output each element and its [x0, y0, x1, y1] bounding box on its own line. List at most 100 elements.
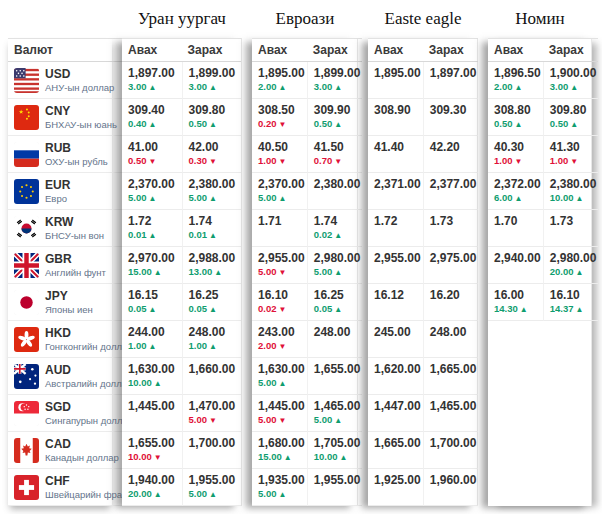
buy-rate-cell-jpy: 16.12 — [368, 284, 423, 321]
currency-name: Австралийн доллар — [45, 378, 132, 390]
rate-change-value: 5.00 — [258, 414, 277, 425]
currency-row-rub: RUBОХУ-ын рубль — [8, 136, 133, 173]
arrow-up-icon: ▲ — [334, 120, 342, 129]
rate-change-up: 0.01▲ — [128, 229, 180, 240]
rate-change-value: 5.00 — [258, 488, 277, 499]
rate-value: 1,665.00 — [430, 362, 477, 376]
buy-rate-cell-rub: 40.501.00▼ — [252, 136, 307, 173]
currency-code: CHF — [45, 474, 132, 489]
sell-rate-cell-sgd — [543, 395, 599, 432]
rate-change-up: 0.40▲ — [128, 118, 180, 129]
rate-change-value: 5.00 — [258, 266, 277, 277]
sell-rate-cell-cny: 309.30 — [423, 99, 479, 136]
sell-rate-cell-usd: 1,900.003.00▲ — [543, 62, 599, 99]
eu-flag-icon — [14, 179, 39, 204]
rate-value: 41.50 — [314, 140, 361, 154]
currency-code: SGD — [45, 400, 133, 415]
rate-change-up: 5.00▲ — [128, 192, 180, 203]
buy-column-header: Авах — [488, 38, 543, 62]
sell-rate-cell-cny: 309.800.50▲ — [182, 99, 242, 136]
arrow-up-icon: ▲ — [149, 342, 157, 351]
sell-rate-cell-chf — [543, 469, 599, 506]
rate-change-value: 0.50 — [128, 155, 147, 166]
rate-change-up: 5.00▲ — [258, 377, 305, 388]
arrow-down-icon: ▼ — [149, 157, 157, 166]
buy-rate-cell-rub: 41.000.50▼ — [122, 136, 182, 173]
sell-column-header: Зарах — [307, 38, 363, 62]
rate-value: 41.00 — [128, 140, 180, 154]
buy-rate-cell-jpy: 16.100.02▼ — [252, 284, 307, 321]
sell-rate-cell-sgd: 1,465.005.00▲ — [307, 395, 363, 432]
sell-rate-cell-krw: 1.73 — [543, 210, 599, 247]
sell-rate-cell-jpy: 16.20 — [423, 284, 479, 321]
sell-rate-cell-gbr: 2,988.0013.00▲ — [182, 247, 242, 284]
sell-rate-cell-chf: 1,955.00 — [307, 469, 363, 506]
exchange-title-evroazi: Евроази — [252, 9, 358, 29]
buy-rate-cell-krw: 1.720.01▲ — [122, 210, 182, 247]
sell-rate-cell-krw: 1.740.01▲ — [182, 210, 242, 247]
currency-column: ВалютUSDАНУ-ын долларCNYБНХАУ-ын юаньRUB… — [8, 38, 112, 506]
arrow-up-icon: ▲ — [149, 305, 157, 314]
rate-change-value: 0.01 — [128, 229, 147, 240]
sell-rate-cell-gbr: 2,975.00 — [423, 247, 479, 284]
arrow-up-icon: ▲ — [209, 120, 217, 129]
rate-change-value: 2.00 — [494, 81, 513, 92]
rate-change-up: 0.50▲ — [494, 118, 541, 129]
rate-change-value: 3.00 — [189, 81, 208, 92]
rate-value: 16.25 — [189, 288, 240, 302]
currency-name: Английн фунт — [45, 267, 106, 279]
currency-row-hkd: HKDГонгконгийн доллар — [8, 321, 133, 358]
sell-rate-cell-aud: 1,665.00 — [423, 358, 479, 395]
rate-change-up: 14.30▲ — [494, 303, 541, 314]
rate-value: 16.20 — [430, 288, 477, 302]
currency-labels: CHFШвейцарийн франк — [45, 474, 132, 501]
rate-change-up: 3.00▲ — [314, 81, 361, 92]
exchange-title-uran-uurgach: Уран уургач — [122, 9, 242, 29]
rate-change-up: 5.00▲ — [314, 414, 361, 425]
exchange-card-nomin: АвахЗарах1,896.502.00▲1,900.003.00▲308.8… — [488, 38, 592, 506]
rate-change-up: 10.00▲ — [128, 377, 180, 388]
currency-labels: JPYЯпоны иен — [45, 289, 93, 316]
arrow-up-icon: ▲ — [334, 231, 342, 240]
arrow-up-icon: ▲ — [209, 231, 217, 240]
sell-rate-cell-rub: 41.301.00▼ — [543, 136, 599, 173]
rate-change-value: 6.00 — [494, 192, 513, 203]
rate-change-up: 15.00▲ — [128, 266, 180, 277]
rate-change-value: 3.00 — [314, 81, 333, 92]
rate-change-up: 2.00▲ — [258, 81, 305, 92]
sell-rate-cell-eur: 2,377.00 — [423, 173, 479, 210]
sell-rate-cell-hkd — [543, 321, 599, 358]
cn-flag-icon — [14, 105, 39, 130]
arrow-up-icon: ▲ — [576, 305, 584, 314]
rate-value: 1,897.00 — [128, 66, 180, 80]
sell-rate-cell-eur: 2,380.005.00▲ — [182, 173, 242, 210]
arrow-up-icon: ▲ — [576, 268, 584, 277]
sell-rate-cell-gbr: 2,980.005.00▲ — [307, 247, 363, 284]
sell-rate-cell-gbr: 2,980.0020.00▲ — [543, 247, 599, 284]
rate-change-down: 0.02▼ — [258, 303, 305, 314]
rate-change-value: 5.00 — [189, 488, 208, 499]
buy-rate-cell-jpy: 16.150.05▲ — [122, 284, 182, 321]
currency-name: Швейцарийн франк — [45, 489, 132, 501]
arrow-up-icon: ▲ — [520, 305, 528, 314]
currency-row-jpy: JPYЯпоны иен — [8, 284, 133, 321]
buy-rate-cell-cny: 308.90 — [368, 99, 423, 136]
currency-labels: AUDАвстралийн доллар — [45, 363, 132, 390]
rate-value: 1.72 — [374, 214, 421, 228]
rate-value: 16.10 — [550, 288, 597, 302]
rate-value: 1.71 — [258, 214, 305, 228]
buy-rate-cell-sgd: 1,445.005.00▼ — [252, 395, 307, 432]
rate-value: 243.00 — [258, 325, 305, 339]
rate-change-value: 14.30 — [494, 303, 518, 314]
rate-change-up: 5.00▲ — [189, 192, 240, 203]
rate-change-up: 6.00▲ — [494, 192, 541, 203]
rate-value: 1,900.00 — [550, 66, 597, 80]
rate-change-value: 5.00 — [189, 192, 208, 203]
kr-flag-icon — [14, 216, 39, 241]
rate-change-value: 0.20 — [258, 118, 277, 129]
rate-change-down: 1.00▼ — [258, 155, 305, 166]
rate-value: 1,630.00 — [258, 362, 305, 376]
buy-rate-cell-cny: 309.400.40▲ — [122, 99, 182, 136]
rate-change-value: 3.00 — [550, 81, 569, 92]
arrow-up-icon: ▲ — [279, 379, 287, 388]
